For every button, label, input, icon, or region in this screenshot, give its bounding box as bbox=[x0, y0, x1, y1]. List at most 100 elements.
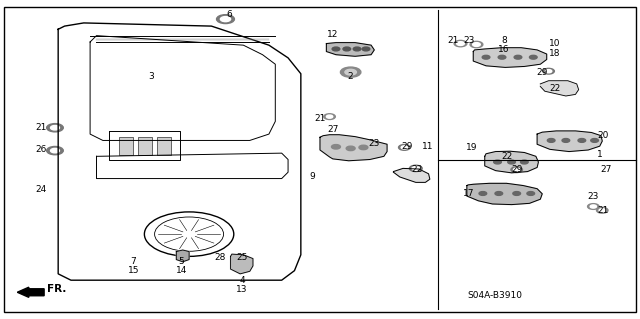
Circle shape bbox=[346, 146, 355, 151]
Text: 21: 21 bbox=[447, 36, 458, 45]
Polygon shape bbox=[484, 151, 538, 173]
Circle shape bbox=[495, 192, 502, 196]
Circle shape bbox=[545, 70, 552, 73]
Circle shape bbox=[399, 145, 410, 150]
FancyArrow shape bbox=[17, 287, 44, 297]
Circle shape bbox=[596, 207, 608, 213]
Circle shape bbox=[47, 146, 63, 155]
Bar bbox=[138, 137, 152, 155]
Text: 5: 5 bbox=[179, 257, 184, 266]
Circle shape bbox=[326, 115, 333, 118]
Circle shape bbox=[412, 167, 420, 170]
Text: 15: 15 bbox=[128, 266, 140, 275]
Polygon shape bbox=[537, 131, 602, 152]
Text: 13: 13 bbox=[236, 285, 248, 294]
Text: 8: 8 bbox=[501, 36, 507, 45]
Circle shape bbox=[362, 47, 370, 51]
Text: 2: 2 bbox=[348, 72, 353, 81]
Text: 7: 7 bbox=[131, 257, 136, 266]
Circle shape bbox=[527, 192, 534, 196]
Circle shape bbox=[591, 138, 598, 142]
Polygon shape bbox=[320, 135, 387, 161]
Text: 11: 11 bbox=[422, 142, 433, 151]
Circle shape bbox=[588, 204, 599, 209]
Circle shape bbox=[520, 160, 528, 164]
Circle shape bbox=[482, 55, 490, 59]
Text: 21: 21 bbox=[314, 114, 326, 123]
Circle shape bbox=[51, 148, 60, 153]
Text: 17: 17 bbox=[463, 189, 474, 198]
Text: 29: 29 bbox=[511, 165, 522, 174]
Text: 23: 23 bbox=[369, 139, 380, 148]
Bar bbox=[119, 137, 133, 155]
Circle shape bbox=[498, 55, 506, 59]
Bar bbox=[157, 137, 172, 155]
Circle shape bbox=[578, 138, 586, 142]
Circle shape bbox=[543, 68, 554, 74]
Circle shape bbox=[511, 167, 522, 173]
Circle shape bbox=[508, 160, 515, 164]
Text: 27: 27 bbox=[600, 165, 612, 174]
Polygon shape bbox=[176, 250, 189, 262]
Text: 29: 29 bbox=[402, 142, 413, 151]
Circle shape bbox=[547, 138, 555, 142]
Text: 28: 28 bbox=[214, 254, 225, 263]
Circle shape bbox=[470, 41, 483, 48]
Polygon shape bbox=[394, 168, 430, 182]
Circle shape bbox=[340, 67, 361, 77]
Circle shape bbox=[479, 192, 486, 196]
Circle shape bbox=[514, 55, 522, 59]
Text: 9: 9 bbox=[310, 173, 316, 182]
Circle shape bbox=[345, 69, 356, 75]
Text: 23: 23 bbox=[463, 36, 474, 45]
Circle shape bbox=[332, 47, 340, 51]
Text: 21: 21 bbox=[597, 206, 609, 215]
Text: 14: 14 bbox=[176, 266, 187, 275]
Text: 26: 26 bbox=[35, 145, 47, 154]
Text: 10: 10 bbox=[549, 39, 561, 48]
Circle shape bbox=[599, 209, 605, 212]
Circle shape bbox=[590, 205, 596, 208]
Text: 23: 23 bbox=[588, 192, 599, 201]
Circle shape bbox=[216, 15, 234, 24]
Circle shape bbox=[51, 125, 60, 130]
Text: 21: 21 bbox=[35, 123, 47, 132]
Text: 19: 19 bbox=[466, 143, 477, 152]
Circle shape bbox=[220, 17, 230, 22]
Text: 1: 1 bbox=[597, 150, 603, 159]
Circle shape bbox=[529, 55, 537, 59]
Circle shape bbox=[562, 138, 570, 142]
Text: 3: 3 bbox=[148, 72, 154, 81]
Text: 12: 12 bbox=[327, 30, 339, 39]
Text: 20: 20 bbox=[597, 131, 609, 140]
Circle shape bbox=[493, 160, 501, 164]
Text: 18: 18 bbox=[549, 48, 561, 58]
Circle shape bbox=[332, 145, 340, 149]
Text: 16: 16 bbox=[498, 45, 509, 55]
Text: 22: 22 bbox=[502, 152, 513, 161]
Text: S04A-B3910: S04A-B3910 bbox=[467, 291, 522, 300]
Text: 6: 6 bbox=[227, 11, 232, 19]
Circle shape bbox=[353, 47, 361, 51]
Polygon shape bbox=[540, 81, 579, 96]
Text: FR.: FR. bbox=[47, 284, 66, 293]
Circle shape bbox=[457, 42, 465, 46]
Circle shape bbox=[47, 123, 63, 132]
Circle shape bbox=[324, 114, 335, 120]
Polygon shape bbox=[473, 48, 547, 67]
Circle shape bbox=[513, 168, 520, 171]
Text: 22: 22 bbox=[549, 84, 561, 93]
Polygon shape bbox=[467, 183, 542, 204]
Text: 22: 22 bbox=[412, 165, 422, 174]
Circle shape bbox=[359, 145, 368, 150]
Circle shape bbox=[343, 47, 351, 51]
Circle shape bbox=[410, 165, 422, 172]
Circle shape bbox=[401, 146, 408, 149]
Text: 24: 24 bbox=[35, 185, 47, 194]
Text: 27: 27 bbox=[327, 125, 339, 134]
Polygon shape bbox=[230, 254, 253, 274]
Circle shape bbox=[454, 41, 467, 47]
Circle shape bbox=[513, 192, 520, 196]
Circle shape bbox=[472, 43, 480, 47]
Text: 4: 4 bbox=[239, 276, 245, 285]
